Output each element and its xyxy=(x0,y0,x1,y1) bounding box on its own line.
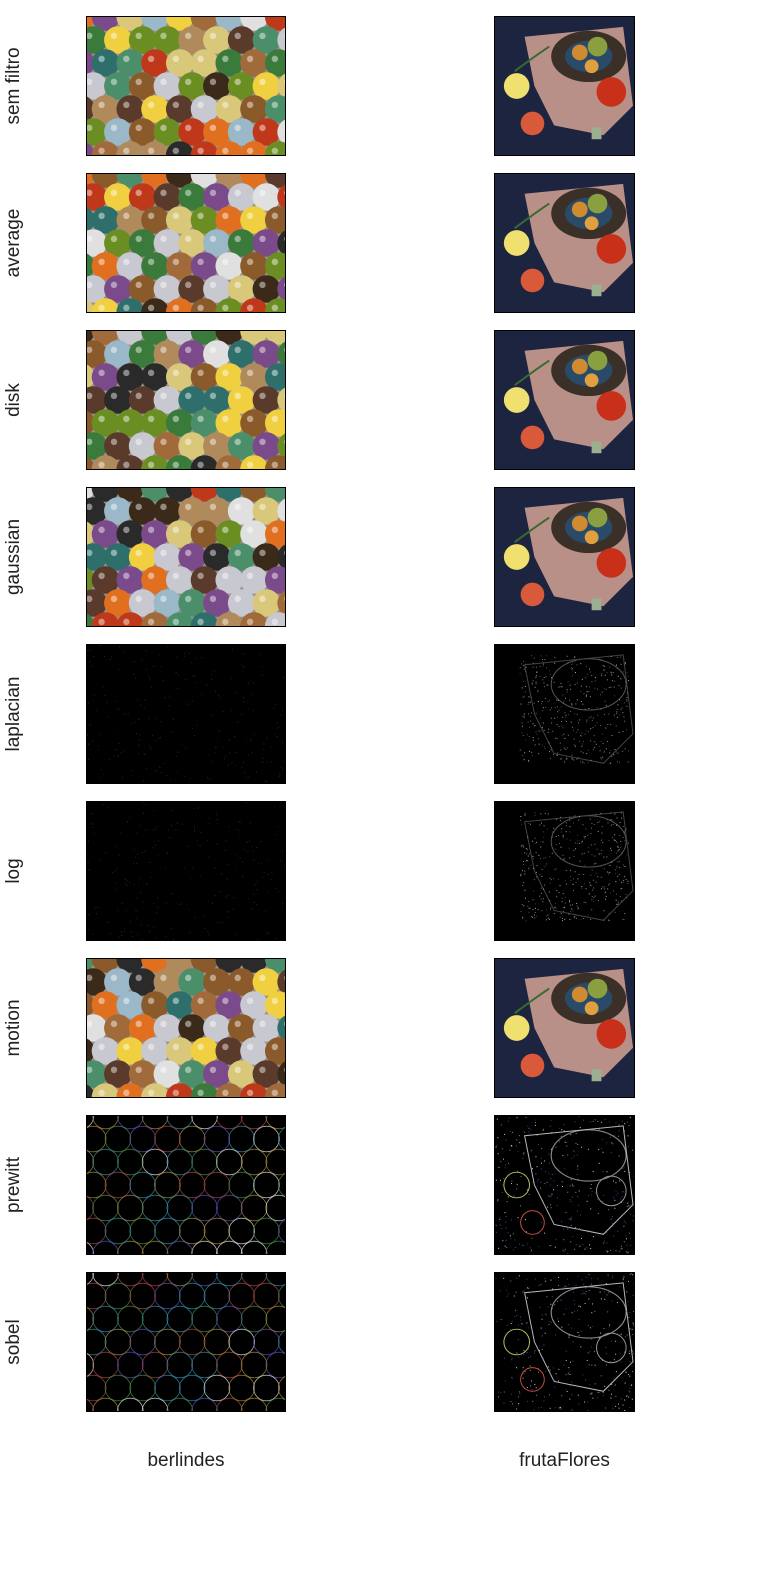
image-panel xyxy=(86,487,286,627)
image-thumbnail xyxy=(495,488,634,626)
column-label: berlindes xyxy=(147,1450,225,1471)
image-thumbnail xyxy=(495,331,634,469)
image-panel xyxy=(86,801,286,941)
column-label: frutaFlores xyxy=(519,1450,610,1471)
image-panel xyxy=(86,644,286,784)
image-panel xyxy=(86,173,286,313)
row-label-text: sobel xyxy=(3,1319,24,1365)
row-label-text: motion xyxy=(3,999,24,1057)
row-label-text: gaussian xyxy=(3,518,24,596)
image-thumbnail xyxy=(495,802,634,940)
image-panel xyxy=(86,1115,286,1255)
image-thumbnail xyxy=(87,17,285,155)
image-thumbnail xyxy=(87,1116,285,1254)
image-thumbnail xyxy=(495,174,634,312)
row-label-text: average xyxy=(3,208,24,278)
image-panel xyxy=(494,1272,635,1412)
image-panel xyxy=(494,16,635,156)
image-thumbnail xyxy=(87,645,285,783)
row-label-text: sem filtro xyxy=(3,47,24,125)
image-thumbnail xyxy=(87,331,285,469)
image-thumbnail xyxy=(495,959,634,1097)
image-panel xyxy=(86,16,286,156)
image-panel xyxy=(494,1115,635,1255)
row-label-text: disk xyxy=(3,383,24,417)
row-label-text: log xyxy=(3,858,24,884)
image-panel xyxy=(494,487,635,627)
row-label-text: laplacian xyxy=(3,676,24,752)
image-thumbnail xyxy=(495,645,634,783)
image-panel xyxy=(494,801,635,941)
image-panel xyxy=(86,958,286,1098)
image-thumbnail xyxy=(495,17,634,155)
row-label-text: prewitt xyxy=(3,1157,24,1213)
image-panel xyxy=(494,644,635,784)
image-thumbnail xyxy=(87,174,285,312)
image-panel xyxy=(494,173,635,313)
image-thumbnail xyxy=(495,1273,634,1411)
image-thumbnail xyxy=(87,802,285,940)
image-panel xyxy=(494,330,635,470)
image-thumbnail xyxy=(495,1116,634,1254)
image-panel xyxy=(86,1272,286,1412)
image-panel xyxy=(494,958,635,1098)
image-thumbnail xyxy=(87,488,285,626)
image-thumbnail xyxy=(87,1273,285,1411)
image-panel xyxy=(86,330,286,470)
image-thumbnail xyxy=(87,959,285,1097)
